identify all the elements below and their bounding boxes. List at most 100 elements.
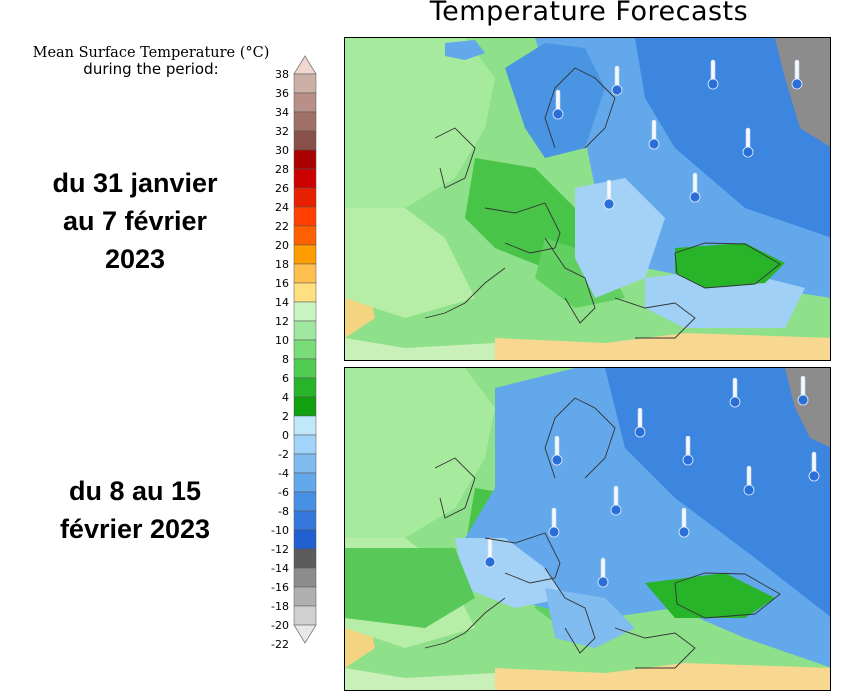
warm-area <box>495 663 830 690</box>
scale-segment <box>293 415 317 436</box>
scale-tick-label: 6 <box>282 372 289 385</box>
warm-area <box>495 333 830 360</box>
scale-tick-label: 24 <box>275 201 289 214</box>
scale-tick-label: -4 <box>278 467 289 480</box>
cold-area <box>505 43 605 158</box>
mild-area <box>345 338 495 360</box>
scale-tick-label: 14 <box>275 296 289 309</box>
scale-segment <box>293 92 317 113</box>
scale-segment <box>293 206 317 227</box>
coastline <box>424 597 506 649</box>
scale-segment <box>293 149 317 170</box>
scale-tick-label: 4 <box>282 391 289 404</box>
scale-top-arrow <box>293 55 317 75</box>
land-area <box>345 548 475 628</box>
coastline <box>484 532 561 584</box>
scale-tick-label: 10 <box>275 334 289 347</box>
scale-tick-label: 8 <box>282 353 289 366</box>
thermometer-cold-icon <box>808 451 820 482</box>
thermometer-cold-icon <box>743 465 755 496</box>
scale-segment <box>293 358 317 379</box>
scale-segment <box>293 301 317 322</box>
mild-area <box>345 668 495 690</box>
cool-area <box>455 538 565 608</box>
scale-tick-label: 30 <box>275 144 289 157</box>
scale-segment <box>293 282 317 303</box>
mild-area <box>345 38 495 208</box>
scale-segment <box>293 130 317 151</box>
legend-title-line1: Mean Surface Temperature (°C) <box>32 45 270 61</box>
scale-tick-label: 0 <box>282 429 289 442</box>
thermometer-cold-icon <box>689 172 701 203</box>
very-cold-area <box>785 368 830 448</box>
cool-area <box>575 178 665 298</box>
scale-segment <box>293 491 317 512</box>
thermometer-cold-icon <box>648 119 660 150</box>
coastline <box>434 457 476 519</box>
coastline <box>544 237 596 324</box>
scale-tick-label: -18 <box>271 600 289 613</box>
thermometer-cold-icon <box>551 435 563 466</box>
scale-tick-label: -10 <box>271 524 289 537</box>
thermometer-cold-icon <box>678 507 690 538</box>
scale-segment <box>293 586 317 607</box>
coastline <box>434 127 476 189</box>
coastline <box>544 567 596 654</box>
scale-segment <box>293 510 317 531</box>
scale-tick-label: -12 <box>271 543 289 556</box>
forecast-map-week1 <box>344 37 831 361</box>
scale-segment <box>293 377 317 398</box>
coastline <box>614 627 696 669</box>
very-cold-area <box>775 38 830 147</box>
scale-segment <box>293 567 317 588</box>
scale-tick-label: 12 <box>275 315 289 328</box>
scale-segment <box>293 168 317 189</box>
scale-segment <box>293 339 317 360</box>
scale-tick-label: -22 <box>271 638 289 651</box>
chart-title: Temperature Forecasts <box>429 0 749 27</box>
scale-segment <box>293 225 317 246</box>
sea-area <box>645 573 775 618</box>
coastline <box>544 67 616 149</box>
thermometer-cold-icon <box>611 65 623 96</box>
coastline <box>674 242 781 289</box>
thermometer-cold-icon <box>707 59 719 90</box>
thermometer-cold-icon <box>634 407 646 438</box>
cold-area <box>635 38 830 238</box>
scale-segment <box>293 548 317 569</box>
period1-line2: au 7 février <box>62 206 208 236</box>
mild-area <box>345 368 495 538</box>
scale-segment <box>293 605 317 626</box>
thermometer-cold-icon <box>597 557 609 588</box>
scale-tick-label: -16 <box>271 581 289 594</box>
land-area <box>465 158 605 268</box>
scale-segment <box>293 529 317 550</box>
scale-tick-label: -20 <box>271 619 289 632</box>
scale-tick-label: 20 <box>275 239 289 252</box>
thermometer-cold-icon <box>484 537 496 568</box>
scale-bottom-arrow <box>293 624 317 644</box>
scale-tick-label: -2 <box>278 448 289 461</box>
thermometer-cold-icon <box>791 59 803 90</box>
scale-segment <box>293 187 317 208</box>
thermometer-cold-icon <box>552 89 564 120</box>
period-label-week2: du 8 au 15 février 2023 <box>0 472 270 548</box>
period1-line3: 2023 <box>104 244 166 274</box>
scale-tick-label: 18 <box>275 258 289 271</box>
scale-tick-label: 26 <box>275 182 289 195</box>
legend-title-line2: during the period: <box>83 60 219 78</box>
period1-line1: du 31 janvier <box>52 168 218 198</box>
scale-tick-label: -6 <box>278 486 289 499</box>
scale-tick-label: 38 <box>275 68 289 81</box>
thermometer-cold-icon <box>603 179 615 210</box>
scale-tick-label: 2 <box>282 410 289 423</box>
coastline <box>614 297 696 339</box>
thermometer-cold-icon <box>682 435 694 466</box>
thermometer-cold-icon <box>548 507 560 538</box>
scale-tick-label: 36 <box>275 87 289 100</box>
scale-tick-label: 16 <box>275 277 289 290</box>
legend-title: Mean Surface Temperature (°C) during the… <box>20 44 282 78</box>
scale-segment <box>293 320 317 341</box>
coastline <box>484 202 561 254</box>
scale-tick-label: -8 <box>278 505 289 518</box>
